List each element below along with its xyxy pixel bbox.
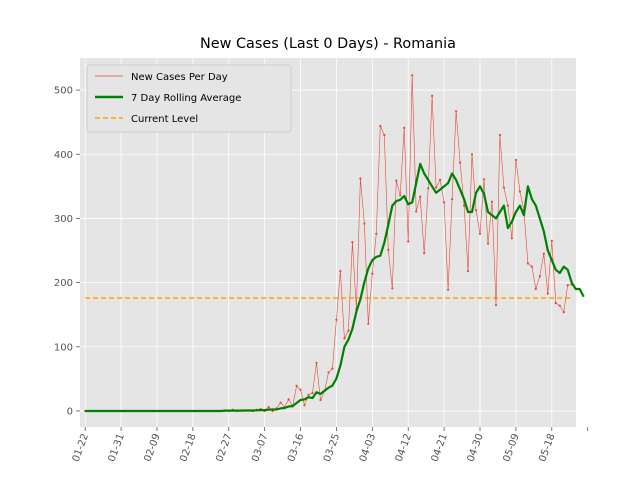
new-cases-point [387,248,390,251]
new-cases-point [526,262,530,265]
y-tick-label: 0 [67,406,73,417]
new-cases-point [327,371,330,374]
new-cases-point [463,204,466,207]
new-cases-point [391,287,394,290]
new-cases-point [562,311,565,314]
legend-label-rolling-average: 7 Day Rolling Average [131,93,241,104]
new-cases-point [482,178,486,181]
y-tick-label: 400 [54,150,73,161]
new-cases-point [554,302,557,305]
new-cases-point [347,329,350,332]
legend-box [86,64,292,133]
new-cases-point [307,393,310,396]
new-cases-point [502,186,505,189]
new-cases-point [339,270,342,273]
new-cases-point [319,398,322,402]
new-cases-point [542,252,545,255]
new-cases-point [407,240,410,243]
new-cases-point [431,94,434,97]
new-cases-point [371,272,374,275]
new-cases-point [494,304,498,307]
new-cases-point [478,232,482,235]
new-cases-point [447,288,450,291]
y-tick-label: 500 [54,86,73,97]
new-cases-point [514,158,518,162]
new-cases-point [299,388,302,391]
new-cases-point [439,178,442,181]
new-cases-point [518,190,522,193]
new-cases-point [490,200,494,203]
new-cases-point [451,198,454,201]
new-cases-point [279,401,282,404]
chart-title: New Cases (Last 0 Days) - Romania [200,36,456,52]
grid [76,58,589,431]
new-cases-point [470,153,474,156]
new-cases-point [566,284,569,287]
new-cases-point [538,275,541,278]
new-cases-point [443,201,446,204]
new-cases-point [411,74,414,77]
new-cases-point [415,210,418,213]
new-cases-point [510,237,513,240]
new-cases-point [363,222,366,225]
y-tick-label: 100 [54,342,73,353]
new-cases-point [375,232,378,235]
new-cases-point [498,133,501,137]
new-cases-point [506,204,509,207]
new-cases-point [335,318,338,321]
new-cases-point [267,406,270,409]
new-cases-point [331,367,334,370]
new-cases-point [315,361,318,364]
new-cases-point [558,304,561,307]
new-cases-point [486,242,490,245]
new-cases-point [311,391,314,395]
new-cases-point [359,177,362,180]
new-cases-point [287,398,290,401]
new-cases-point [455,110,458,113]
new-cases-point [546,292,549,295]
new-cases-point [367,322,370,325]
new-cases-point [419,195,422,198]
y-axis-tick-labels: 0 100 200 300 400 500 [54,86,73,418]
new-cases-point [530,265,534,268]
new-cases-point [427,187,430,190]
new-cases-point [550,239,553,242]
y-tick-label: 200 [54,278,73,289]
legend-label-new-cases: New Cases Per Day [131,72,228,83]
y-tick-label: 300 [54,214,73,225]
legend: New Cases Per Day 7 Day Rolling Average … [86,64,292,133]
new-cases-point [534,287,537,291]
new-cases-point [303,404,306,407]
new-cases-point [399,194,402,197]
rolling-average-line [85,162,585,413]
new-cases-point [379,124,382,128]
new-cases-point [435,186,438,189]
legend-label-current-level: Current Level [131,114,198,125]
new-cases-point [459,161,462,164]
new-cases-point [295,384,298,387]
new-cases-point [466,270,470,273]
new-cases-point [383,133,386,137]
new-cases-point [474,209,478,212]
new-cases-point [351,241,354,244]
new-cases-point [423,252,426,255]
new-cases-point [395,179,398,182]
new-cases-point [343,337,346,340]
new-cases-point [403,126,406,129]
series-layer [84,74,585,413]
